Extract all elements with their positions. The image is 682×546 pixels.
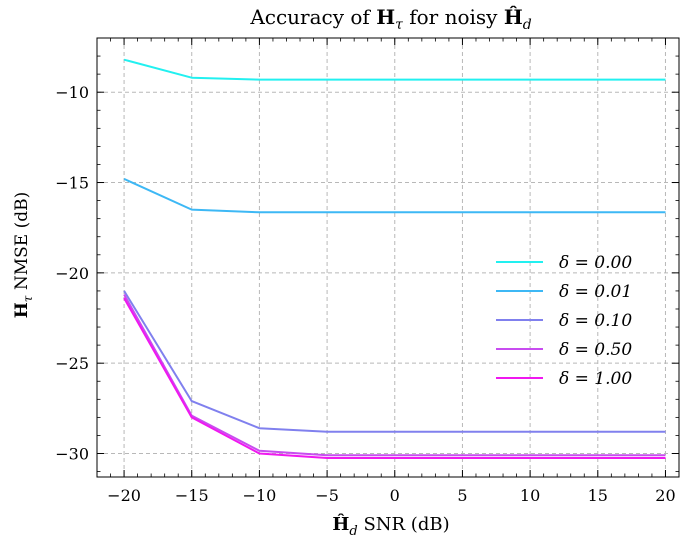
grid [97, 38, 679, 477]
x-tick-label: 5 [457, 486, 467, 505]
x-tick-label: −10 [243, 486, 277, 505]
x-tick-label: 10 [520, 486, 540, 505]
plot-frame [96, 37, 680, 478]
series-line-0 [123, 58, 666, 81]
legend-label-0: δ = 0.00 [559, 253, 632, 273]
x-tick-label: 15 [588, 486, 608, 505]
y-tick-label: −20 [55, 264, 89, 283]
chart-title: Accuracy of Hτ for noisy Ĥd [249, 5, 531, 33]
y-axis-label: Hτ NMSE (dB) [12, 192, 35, 319]
x-tick-label: 20 [655, 486, 675, 505]
x-tick-label: −15 [175, 486, 209, 505]
series-line-4 [123, 297, 666, 459]
legend-label-4: δ = 1.00 [559, 369, 632, 389]
x-tick-labels: −20 −15 −10 −5 0 5 10 15 20 [107, 486, 675, 505]
x-axis-label: Ĥd SNR (dB) [332, 512, 449, 539]
x-tick-label: 0 [390, 486, 400, 505]
x-tick-label: −20 [107, 486, 141, 505]
series-line-2 [123, 290, 666, 433]
legend-label-1: δ = 0.01 [559, 282, 632, 302]
ticks [97, 37, 679, 477]
series-line-3 [123, 294, 666, 457]
x-tick-label: −5 [315, 486, 339, 505]
legend: δ = 0.00 δ = 0.01 δ = 0.10 δ = 0.50 δ = 1.00 [496, 253, 632, 389]
series-group [123, 58, 666, 459]
y-tick-label: −15 [55, 174, 89, 193]
series-line-1 [123, 177, 666, 214]
legend-label-2: δ = 0.10 [559, 311, 632, 331]
legend-label-3: δ = 0.50 [559, 340, 632, 360]
y-tick-labels: −30 −25 −20 −15 −10 [55, 83, 89, 463]
y-tick-label: −25 [55, 354, 89, 373]
y-tick-label: −10 [55, 83, 89, 102]
y-tick-label: −30 [55, 445, 89, 464]
